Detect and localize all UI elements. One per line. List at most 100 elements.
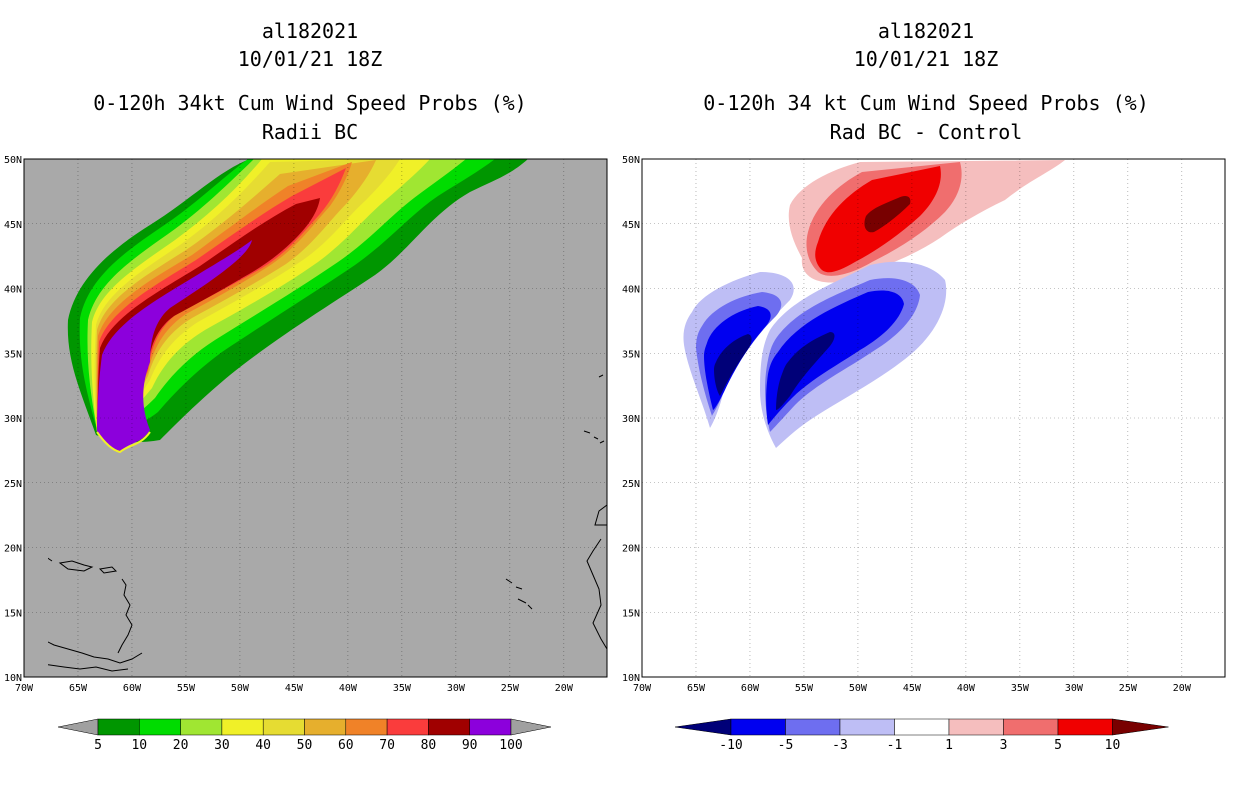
colorbar-label: 70 xyxy=(379,738,395,753)
colorbar-label: -3 xyxy=(832,738,848,753)
lon-label: 20W xyxy=(1173,683,1192,694)
diff-neg-B-5 xyxy=(766,290,904,425)
colorbar-extend-high xyxy=(510,718,552,736)
lat-label: 25N xyxy=(622,479,640,490)
colorbar-label: 5 xyxy=(94,738,102,753)
lat-label: 35N xyxy=(622,349,640,360)
lon-label: 65W xyxy=(687,683,706,694)
right-title-line-3: 0-120h 34 kt Cum Wind Speed Probs (%) xyxy=(703,91,1149,115)
colorbar-label: 50 xyxy=(297,738,313,753)
left-title-line-2: 10/01/21 18Z xyxy=(238,47,383,71)
lon-label: 25W xyxy=(1119,683,1138,694)
colorbar-swatch xyxy=(839,718,895,736)
diff-neg-B-10 xyxy=(776,332,835,410)
colorbar-swatch xyxy=(386,718,429,736)
colorbar-label: -1 xyxy=(887,738,903,753)
lon-label: 65W xyxy=(69,683,88,694)
right-map-background xyxy=(642,159,1225,677)
lat-label: 45N xyxy=(622,220,640,231)
lon-label: 60W xyxy=(741,683,760,694)
left-probability-contours xyxy=(67,159,528,454)
lon-label: 30W xyxy=(1065,683,1084,694)
lon-label: 70W xyxy=(633,683,652,694)
left-title-line-1: al182021 xyxy=(262,19,358,43)
lat-label: 40N xyxy=(622,285,640,296)
lon-label: 70W xyxy=(15,683,34,694)
left-map-frame xyxy=(23,158,608,678)
lat-label: 25N xyxy=(4,479,22,490)
colorbar-swatch xyxy=(345,718,388,736)
colorbar-label: 5 xyxy=(1054,738,1062,753)
colorbar-extend-high xyxy=(1112,718,1169,736)
colorbar-swatch xyxy=(97,718,140,736)
prob-band-100-edge xyxy=(96,431,151,454)
colorbar-label: 100 xyxy=(499,738,522,753)
colorbar-label: 1 xyxy=(945,738,953,753)
lat-label: 10N xyxy=(622,673,640,684)
lat-label: 20N xyxy=(622,544,640,555)
prob-band-80 xyxy=(97,198,320,432)
colorbar-label: 90 xyxy=(462,738,478,753)
right-panel: al182021 10/01/21 18Z 0-120h 34 kt Cum W… xyxy=(622,19,1226,694)
lon-label: 50W xyxy=(849,683,868,694)
colorbar-swatch xyxy=(1003,718,1059,736)
colorbar-swatch xyxy=(894,718,950,736)
diff-pos-10 xyxy=(864,196,911,233)
colorbar-label: 60 xyxy=(338,738,354,753)
colorbar-swatch xyxy=(262,718,305,736)
lon-label: 20W xyxy=(555,683,574,694)
colorbar-swatch xyxy=(948,718,1004,736)
lat-label: 20N xyxy=(4,544,22,555)
left-panel: al182021 10/01/21 18Z 0-120h 34kt Cum Wi… xyxy=(4,19,608,694)
colorbar-label: 30 xyxy=(214,738,230,753)
colorbar-swatch xyxy=(469,718,512,736)
colorbar-label: 10 xyxy=(131,738,147,753)
prob-band-30 xyxy=(91,159,431,432)
lon-label: 55W xyxy=(795,683,814,694)
colorbar-extend-low xyxy=(674,718,732,736)
colorbar-swatch xyxy=(180,718,223,736)
colorbar-label: 10 xyxy=(1105,738,1121,753)
right-title-line-2: 10/01/21 18Z xyxy=(854,47,999,71)
lon-label: 60W xyxy=(123,683,142,694)
colorbar-swatch xyxy=(221,718,264,736)
right-colorbar: -10 -5 -3 -1 1 3 5 10 xyxy=(674,718,1169,753)
lat-label: 15N xyxy=(622,608,640,619)
left-colorbar: 5 10 20 30 40 50 60 70 80 90 100 xyxy=(57,718,552,753)
colorbar-label: 80 xyxy=(421,738,437,753)
right-title-line-4: Rad BC - Control xyxy=(830,120,1023,144)
lat-label: 15N xyxy=(4,608,22,619)
lat-label: 50N xyxy=(622,155,640,166)
lat-label: 35N xyxy=(4,349,22,360)
lon-label: 40W xyxy=(957,683,976,694)
lon-label: 55W xyxy=(177,683,196,694)
lon-label: 45W xyxy=(285,683,304,694)
lat-label: 30N xyxy=(4,414,22,425)
colorbar-label: -5 xyxy=(778,738,794,753)
left-title-line-3: 0-120h 34kt Cum Wind Speed Probs (%) xyxy=(93,91,526,115)
colorbar-swatch xyxy=(304,718,347,736)
colorbar-swatch xyxy=(139,718,181,736)
lat-label: 30N xyxy=(622,414,640,425)
diff-neg-A-10 xyxy=(714,334,752,396)
colorbar-label: 20 xyxy=(173,738,189,753)
colorbar-swatch xyxy=(785,718,841,736)
right-difference-contours xyxy=(683,160,1065,448)
lon-label: 35W xyxy=(393,683,412,694)
lat-label: 45N xyxy=(4,220,22,231)
colorbar-swatch xyxy=(428,718,470,736)
lon-label: 45W xyxy=(903,683,922,694)
colorbar-swatch xyxy=(730,718,786,736)
colorbar-swatch xyxy=(1057,718,1113,736)
colorbar-label: 40 xyxy=(255,738,271,753)
left-title-line-4: Radii BC xyxy=(262,120,358,144)
lat-label: 50N xyxy=(4,155,22,166)
right-map-frame xyxy=(641,158,1226,678)
lon-label: 30W xyxy=(447,683,466,694)
lon-label: 40W xyxy=(339,683,358,694)
prob-band-20 xyxy=(87,159,466,431)
lat-label: 40N xyxy=(4,285,22,296)
